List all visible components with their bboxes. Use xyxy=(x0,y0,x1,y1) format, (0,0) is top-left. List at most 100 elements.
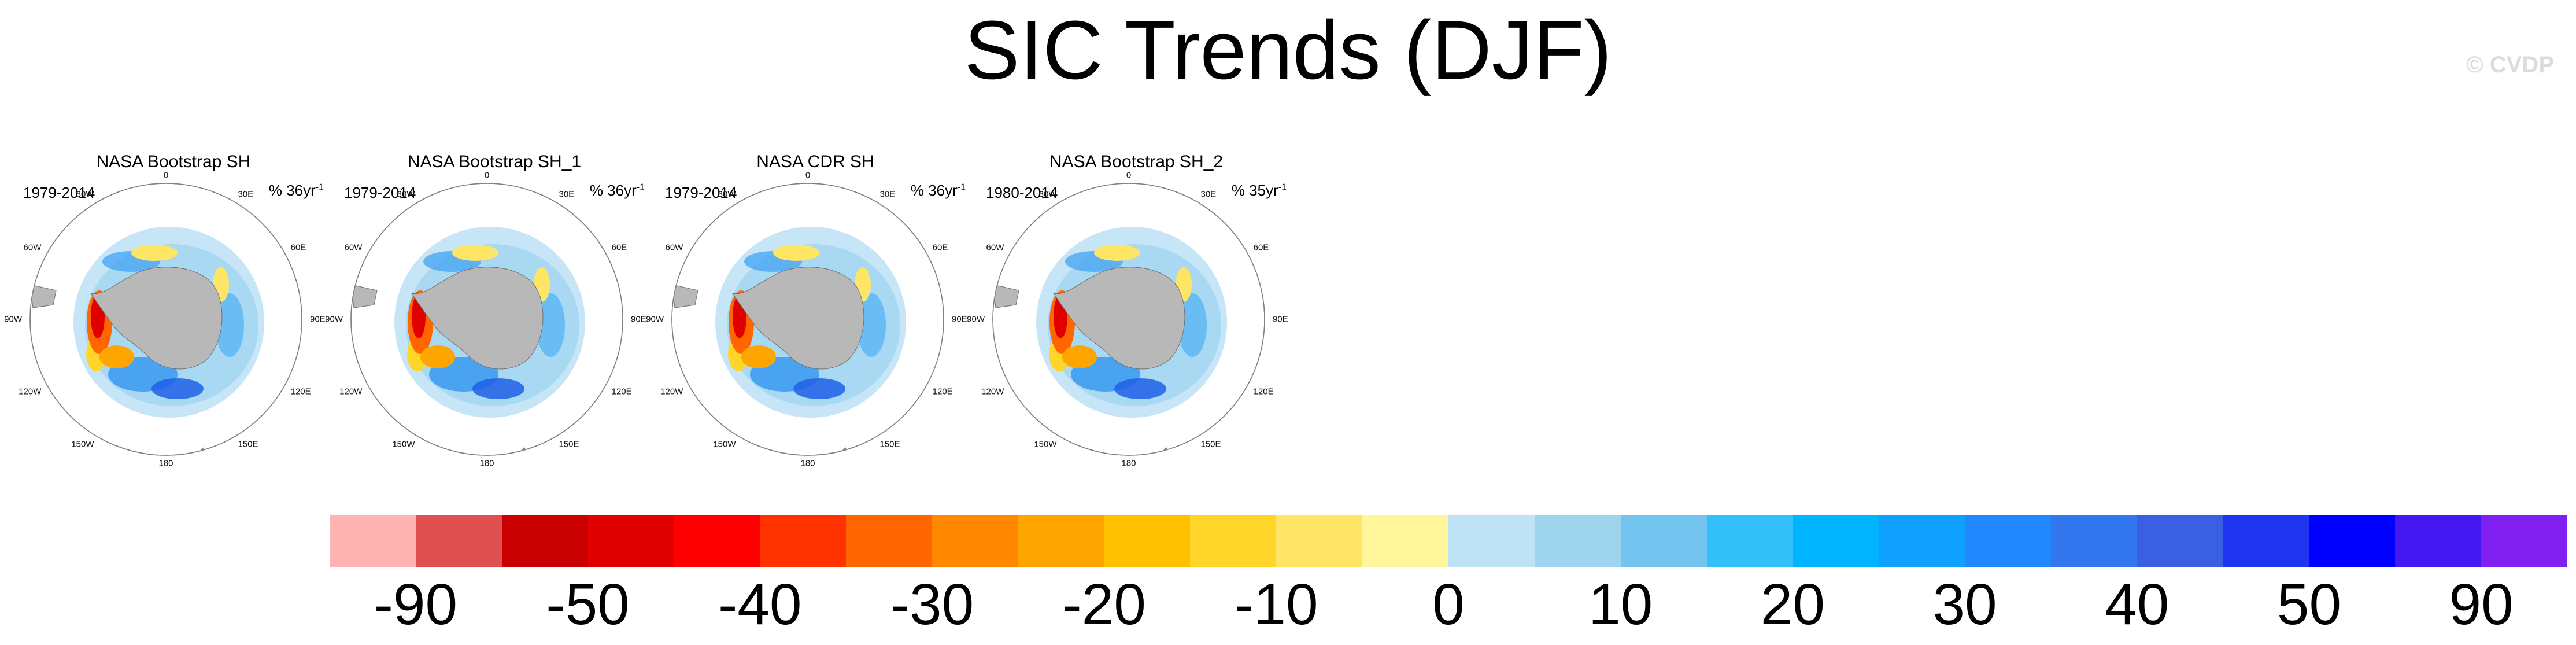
panel-title: NASA CDR SH xyxy=(756,152,874,171)
longitude-label: 150W xyxy=(71,439,94,449)
colorbar-cell xyxy=(1965,515,2052,567)
map-panel-1: NASA Bootstrap SH 1979-2014 % 36yr-1 0 30E 60… xyxy=(4,152,326,481)
longitude-label: 30E xyxy=(238,189,254,200)
longitude-label: 180 xyxy=(158,458,173,469)
colorbar-label: 0 xyxy=(1432,572,1465,637)
longitude-label: 30W xyxy=(1038,189,1057,200)
panel-units: % 35yr-1 xyxy=(1231,182,1287,199)
colorbar-cell xyxy=(1190,515,1277,567)
longitude-label: 180 xyxy=(800,458,815,469)
longitude-label: 120E xyxy=(611,386,632,396)
longitude-label: 60E xyxy=(1253,242,1269,252)
longitude-label: 150E xyxy=(879,439,900,449)
longitude-label: 30W xyxy=(718,189,736,200)
panel-period: 1979-2014 xyxy=(665,184,737,201)
colorbar-cell xyxy=(846,515,933,567)
polar-map xyxy=(350,183,623,456)
longitude-label: 0 xyxy=(163,170,169,180)
colorbar-cell xyxy=(330,515,416,567)
longitude-label: 60W xyxy=(986,242,1004,252)
longitude-label: 60W xyxy=(344,242,363,252)
colorbar-cell xyxy=(415,515,502,567)
colorbar-cell xyxy=(501,515,589,567)
longitude-label: 60W xyxy=(23,242,42,252)
panel-title: NASA Bootstrap SH_1 xyxy=(407,152,582,171)
longitude-label: 150W xyxy=(392,439,415,449)
colorbar-cell xyxy=(1620,515,1708,567)
colorbar-cell xyxy=(1362,515,1449,567)
colorbar-label: -20 xyxy=(1062,572,1146,637)
colorbar-cell xyxy=(932,515,1019,567)
colorbar-cell xyxy=(2309,515,2396,567)
longitude-label: 90E xyxy=(1273,314,1288,325)
longitude-label: 120E xyxy=(290,386,311,396)
colorbar-label: 40 xyxy=(2105,572,2170,637)
longitude-label: 30W xyxy=(76,189,94,200)
longitude-label: 150E xyxy=(559,439,579,449)
colorbar-cell xyxy=(587,515,674,567)
colorbar-label: 50 xyxy=(2276,572,2342,637)
longitude-label: 90W xyxy=(646,314,664,325)
longitude-label: 0 xyxy=(1126,170,1132,180)
panel-period: 1979-2014 xyxy=(23,184,95,201)
longitude-label: 120W xyxy=(660,386,683,396)
colorbar-cell xyxy=(1448,515,1535,567)
colorbar xyxy=(330,515,2568,567)
colorbar-label: -90 xyxy=(374,572,458,637)
colorbar-cell xyxy=(1793,515,1879,567)
longitude-label: 0 xyxy=(805,170,811,180)
colorbar-cell xyxy=(2137,515,2224,567)
longitude-label: 120W xyxy=(339,386,363,396)
longitude-label: 60W xyxy=(665,242,683,252)
polar-map xyxy=(992,183,1265,456)
colorbar-cell xyxy=(1879,515,1965,567)
colorbar-cell xyxy=(1276,515,1363,567)
colorbar-label: 20 xyxy=(1760,572,1825,637)
longitude-label: 120W xyxy=(981,386,1004,396)
panel-units: % 36yr-1 xyxy=(589,182,645,199)
longitude-label: 30E xyxy=(879,189,896,200)
colorbar-cell xyxy=(2481,515,2568,567)
colorbar-label: -50 xyxy=(546,572,630,637)
colorbar-cell xyxy=(2050,515,2138,567)
colorbar-label: -30 xyxy=(890,572,974,637)
panel-units: % 36yr-1 xyxy=(268,182,324,199)
longitude-label: 90W xyxy=(325,314,343,325)
colorbar-cell xyxy=(760,515,847,567)
longitude-label: 120E xyxy=(932,386,953,396)
map-panel-4: NASA Bootstrap SH_2 1980-2014 % 35yr-1 0 30E… xyxy=(967,152,1288,481)
longitude-label: 90W xyxy=(967,314,985,325)
longitude-label: 90W xyxy=(4,314,22,325)
longitude-label: 30E xyxy=(559,189,575,200)
colorbar-cell xyxy=(1104,515,1191,567)
colorbar-label: -40 xyxy=(718,572,802,637)
longitude-label: 90E xyxy=(952,314,967,325)
map-panel-2: NASA Bootstrap SH_1 1979-2014 % 36yr-1 0 30E… xyxy=(325,152,646,481)
longitude-label: 0 xyxy=(484,170,490,180)
colorbar-label: 90 xyxy=(2449,572,2514,637)
figure-title: SIC Trends (DJF) xyxy=(964,3,1612,97)
panel-units: % 36yr-1 xyxy=(910,182,966,199)
longitude-label: 150W xyxy=(713,439,736,449)
colorbar-cell xyxy=(1018,515,1105,567)
panel-period: 1979-2014 xyxy=(344,184,416,201)
longitude-label: 60E xyxy=(290,242,306,252)
longitude-label: 150W xyxy=(1034,439,1057,449)
panel-title: NASA Bootstrap SH xyxy=(96,152,251,171)
colorbar-label: 10 xyxy=(1588,572,1653,637)
colorbar-cell xyxy=(1706,515,1793,567)
longitude-label: 150E xyxy=(238,439,258,449)
polar-map xyxy=(671,183,944,456)
longitude-label: 30W xyxy=(397,189,415,200)
longitude-label: 90E xyxy=(310,314,326,325)
longitude-label: 60E xyxy=(611,242,627,252)
panel-title: NASA Bootstrap SH_2 xyxy=(1049,152,1224,171)
map-panel-3: NASA CDR SH 1979-2014 % 36yr-1 0 30E 60E 90E 12… xyxy=(646,152,967,481)
colorbar-cell xyxy=(2223,515,2309,567)
longitude-label: 120E xyxy=(1253,386,1274,396)
colorbar-cell xyxy=(1534,515,1621,567)
longitude-label: 60E xyxy=(932,242,948,252)
colorbar-label: -10 xyxy=(1235,572,1318,637)
longitude-label: 180 xyxy=(479,458,494,469)
longitude-label: 180 xyxy=(1121,458,1136,469)
